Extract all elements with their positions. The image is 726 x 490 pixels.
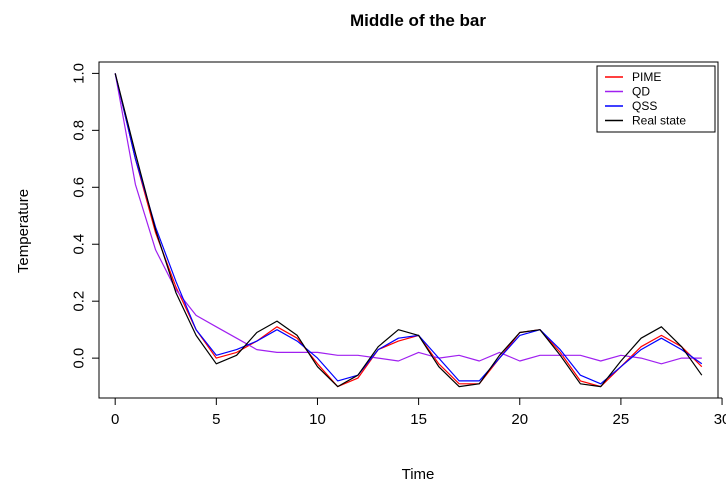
y-tick-label: 0.6 bbox=[71, 177, 88, 198]
chart-title: Middle of the bar bbox=[350, 11, 486, 30]
legend-label: Real state bbox=[632, 114, 686, 128]
x-tick-label: 5 bbox=[212, 411, 220, 428]
series-line-qd bbox=[114, 73, 702, 365]
x-axis: 0 5 10 15 20 25 30 bbox=[111, 397, 726, 428]
y-axis-label: Temperature bbox=[15, 189, 32, 273]
x-tick-label: 20 bbox=[511, 411, 528, 428]
legend-label: QSS bbox=[632, 99, 657, 113]
x-axis-label: Time bbox=[402, 466, 435, 483]
y-tick-label: 0.4 bbox=[71, 234, 88, 255]
x-tick-label: 10 bbox=[309, 411, 326, 428]
series-line-qss bbox=[114, 73, 703, 385]
x-tick-label: 30 bbox=[714, 411, 726, 428]
y-tick-label: 1.0 bbox=[71, 63, 88, 84]
series-group bbox=[114, 73, 703, 388]
y-tick-label: 0.2 bbox=[71, 291, 88, 312]
y-axis: 0.0 0.2 0.4 0.6 0.8 1.0 bbox=[71, 63, 100, 369]
y-tick-label: 0.8 bbox=[71, 120, 88, 141]
legend-label: QD bbox=[632, 85, 650, 99]
series-line-real-state bbox=[114, 73, 703, 388]
legend-label: PIME bbox=[632, 70, 661, 84]
x-tick-label: 15 bbox=[410, 411, 427, 428]
x-tick-label: 0 bbox=[111, 411, 119, 428]
x-tick-label: 25 bbox=[613, 411, 630, 428]
y-tick-label: 0.0 bbox=[71, 348, 88, 369]
